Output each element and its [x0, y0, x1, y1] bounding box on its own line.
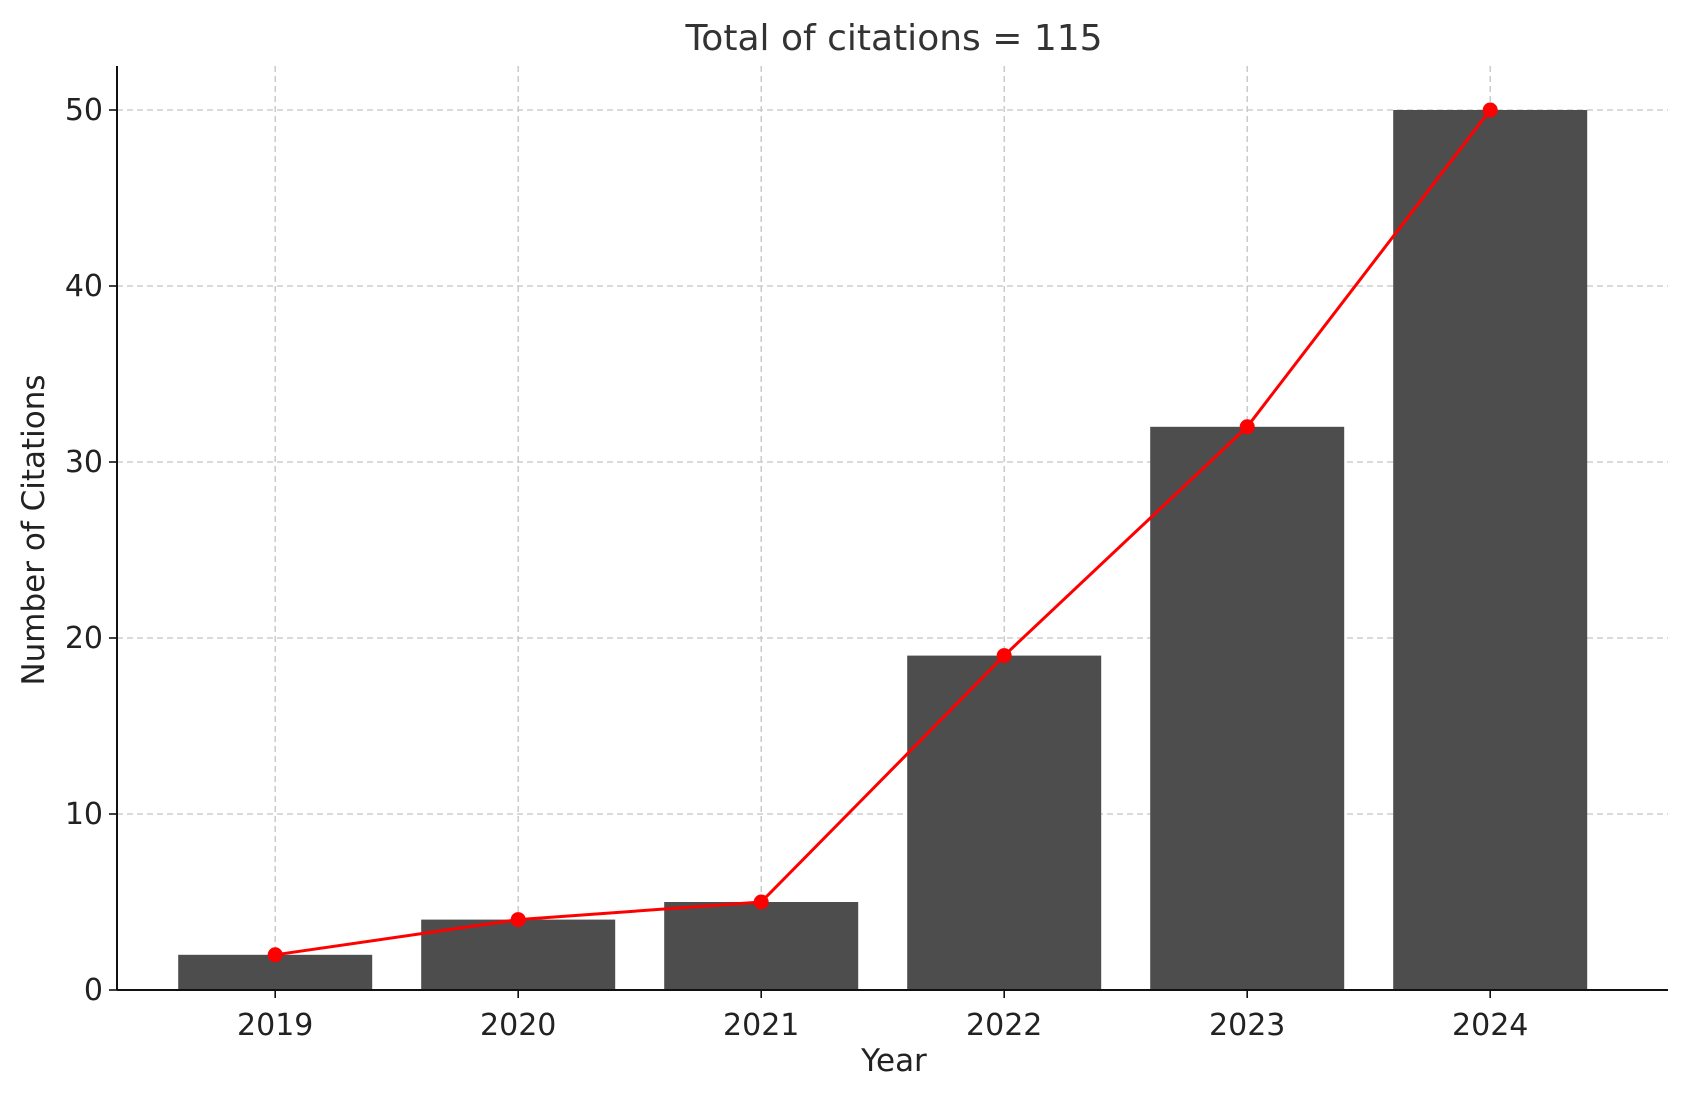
bar-2020: [421, 919, 616, 990]
x-tick-label: 2020: [480, 1008, 556, 1043]
trend-line: [274, 109, 1492, 957]
y-tick-label: 40: [65, 269, 103, 304]
chart-title: Total of citations = 115: [684, 18, 1102, 59]
bar-2022: [907, 655, 1102, 990]
bar-2021: [664, 902, 859, 990]
bar-2023: [1150, 426, 1345, 990]
y-tick-label: 10: [65, 797, 103, 832]
trend-point-2021: [753, 894, 769, 910]
y-ticks: 0 10 20 30 40 50: [65, 93, 117, 1008]
y-tick-label: 30: [65, 445, 103, 480]
trend-point-2019: [267, 947, 283, 963]
y-tick-label: 20: [65, 621, 103, 656]
trend-point-2024: [1482, 102, 1498, 118]
x-tick-label: 2019: [237, 1008, 313, 1043]
axes: [116, 66, 1668, 991]
x-tick-label: 2024: [1452, 1008, 1528, 1043]
y-axis-label: Number of Citations: [16, 374, 52, 685]
line-series: [267, 102, 1498, 963]
x-tick-label: 2022: [966, 1008, 1042, 1043]
y-tick-label: 0: [84, 973, 103, 1008]
trend-point-2020: [510, 912, 526, 928]
bar-series: [178, 110, 1588, 990]
x-axis-label: Year: [860, 1043, 927, 1079]
x-ticks: 2019 2020 2021 2022 2023 2024: [237, 990, 1528, 1043]
x-tick-label: 2023: [1209, 1008, 1285, 1043]
y-tick-label: 50: [65, 93, 103, 128]
bar-2024: [1393, 110, 1588, 990]
trend-point-2023: [1239, 419, 1255, 435]
trend-point-2022: [996, 648, 1012, 664]
x-tick-label: 2021: [723, 1008, 799, 1043]
